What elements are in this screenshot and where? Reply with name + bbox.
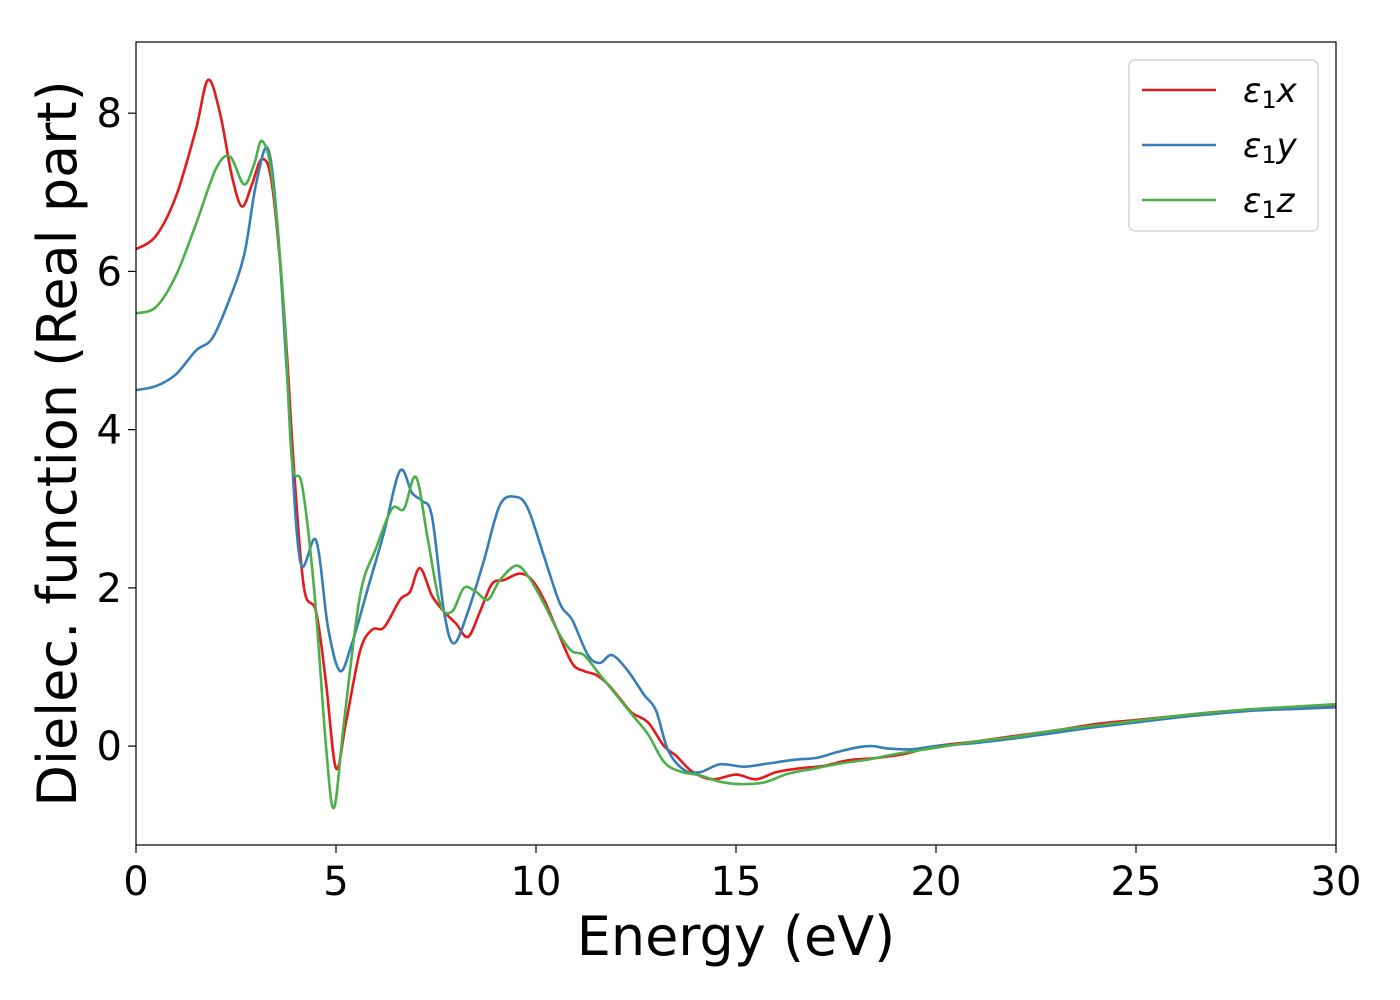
- y-tick-label: 6: [97, 249, 122, 295]
- x-tick-label: 30: [1311, 859, 1362, 905]
- x-axis-label: Energy (eV): [577, 905, 896, 968]
- x-tick-label: 20: [911, 859, 962, 905]
- legend: ε1x ε1y ε1z: [1128, 59, 1319, 232]
- y-axis-label: Dielec. function (Real part): [26, 80, 89, 806]
- x-tick-label: 5: [323, 859, 348, 905]
- axis-ticks: 0 5 10 15 20 25 30 0 2 4 6 8: [97, 91, 1362, 905]
- legend-box: [1128, 59, 1319, 232]
- x-tick-label: 0: [123, 859, 148, 905]
- series-line-y: [136, 146, 1336, 775]
- y-tick-label: 0: [97, 724, 122, 770]
- y-tick-label: 8: [97, 91, 122, 137]
- series-lines: [136, 78, 1336, 810]
- x-tick-label: 15: [711, 859, 762, 905]
- legend-label-z: ε1z: [1243, 181, 1296, 224]
- x-tick-label: 25: [1111, 859, 1162, 905]
- x-tick-label: 10: [511, 859, 562, 905]
- legend-label-x: ε1x: [1243, 71, 1298, 114]
- legend-label-y: ε1y: [1243, 126, 1298, 169]
- series-line-z: [136, 139, 1336, 810]
- y-tick-label: 4: [97, 408, 122, 454]
- y-tick-label: 2: [97, 566, 122, 612]
